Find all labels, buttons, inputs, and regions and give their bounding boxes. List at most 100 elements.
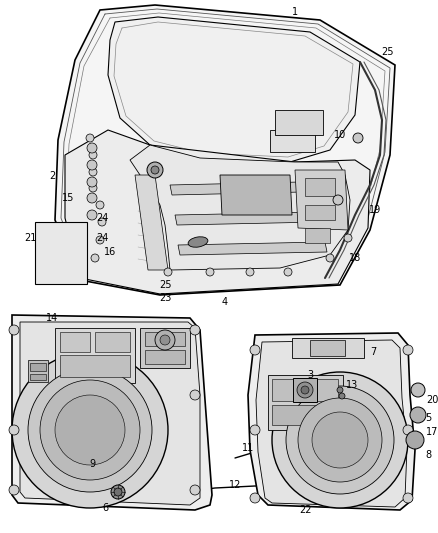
Circle shape <box>9 425 19 435</box>
Text: 20: 20 <box>426 395 438 405</box>
Bar <box>272 379 302 401</box>
Circle shape <box>410 407 426 423</box>
Bar <box>292 338 364 358</box>
Bar <box>30 374 46 380</box>
Text: 19: 19 <box>369 205 381 215</box>
Text: 23: 23 <box>159 293 171 303</box>
Circle shape <box>160 335 170 345</box>
Text: 25: 25 <box>382 47 394 57</box>
Circle shape <box>353 133 363 143</box>
Polygon shape <box>178 242 327 255</box>
Text: 14: 14 <box>46 313 58 323</box>
Text: 2: 2 <box>49 171 55 181</box>
Text: 18: 18 <box>349 253 361 263</box>
Polygon shape <box>170 182 302 195</box>
Text: 17: 17 <box>426 427 438 437</box>
Polygon shape <box>12 315 212 510</box>
Circle shape <box>55 395 125 465</box>
Polygon shape <box>175 212 322 225</box>
Bar <box>272 405 338 425</box>
Text: 15: 15 <box>62 193 74 203</box>
Circle shape <box>190 390 200 400</box>
Circle shape <box>9 485 19 495</box>
Polygon shape <box>220 175 292 215</box>
Text: 16: 16 <box>104 247 116 257</box>
Bar <box>60 332 90 352</box>
Polygon shape <box>108 17 360 162</box>
Circle shape <box>87 193 97 203</box>
Circle shape <box>190 325 200 335</box>
Text: 1: 1 <box>292 7 298 17</box>
Polygon shape <box>256 340 407 507</box>
Circle shape <box>89 168 97 176</box>
Polygon shape <box>20 322 200 505</box>
Circle shape <box>284 268 292 276</box>
Bar <box>305 228 330 243</box>
Circle shape <box>104 364 116 376</box>
Circle shape <box>111 485 125 499</box>
Circle shape <box>298 398 382 482</box>
Circle shape <box>326 254 334 262</box>
Circle shape <box>411 383 425 397</box>
Text: 22: 22 <box>299 505 311 515</box>
Circle shape <box>297 382 313 398</box>
Circle shape <box>403 493 413 503</box>
Polygon shape <box>135 175 168 270</box>
Circle shape <box>87 177 97 187</box>
Text: 12: 12 <box>229 480 241 490</box>
Circle shape <box>151 166 159 174</box>
Circle shape <box>286 386 394 494</box>
Circle shape <box>12 352 168 508</box>
Circle shape <box>87 143 97 153</box>
Bar <box>35 222 87 284</box>
Bar <box>293 378 317 402</box>
Circle shape <box>9 325 19 335</box>
Bar <box>275 110 323 135</box>
Circle shape <box>403 425 413 435</box>
Circle shape <box>91 254 99 262</box>
Text: 9: 9 <box>89 459 95 469</box>
Bar <box>28 360 48 382</box>
Bar <box>60 355 130 377</box>
Bar <box>145 350 185 364</box>
Text: 6: 6 <box>102 503 108 513</box>
Circle shape <box>250 345 260 355</box>
Circle shape <box>114 488 122 496</box>
Circle shape <box>190 485 200 495</box>
Bar <box>95 332 130 352</box>
Ellipse shape <box>188 237 208 247</box>
Circle shape <box>98 218 106 226</box>
Circle shape <box>333 195 343 205</box>
Polygon shape <box>55 5 395 295</box>
Circle shape <box>96 236 104 244</box>
Bar <box>30 363 46 371</box>
Text: 13: 13 <box>346 380 358 390</box>
Bar <box>305 178 335 196</box>
Polygon shape <box>130 145 350 270</box>
Bar <box>140 328 190 368</box>
Circle shape <box>250 493 260 503</box>
Circle shape <box>250 425 260 435</box>
Circle shape <box>87 210 97 220</box>
Text: 24: 24 <box>96 213 108 223</box>
Text: 10: 10 <box>334 130 346 140</box>
Circle shape <box>89 184 97 192</box>
Circle shape <box>312 412 368 468</box>
Text: 7: 7 <box>370 347 376 357</box>
Text: 11: 11 <box>242 443 254 453</box>
Circle shape <box>246 268 254 276</box>
Text: 25: 25 <box>159 280 171 290</box>
Circle shape <box>206 268 214 276</box>
Circle shape <box>337 387 343 393</box>
Text: 5: 5 <box>425 413 431 423</box>
Circle shape <box>406 431 424 449</box>
Text: 24: 24 <box>96 233 108 243</box>
Text: 4: 4 <box>222 297 228 307</box>
Circle shape <box>301 386 309 394</box>
Circle shape <box>86 134 94 142</box>
Text: 3: 3 <box>307 370 313 380</box>
Circle shape <box>339 393 345 399</box>
Circle shape <box>28 368 152 492</box>
Circle shape <box>403 345 413 355</box>
Circle shape <box>147 162 163 178</box>
